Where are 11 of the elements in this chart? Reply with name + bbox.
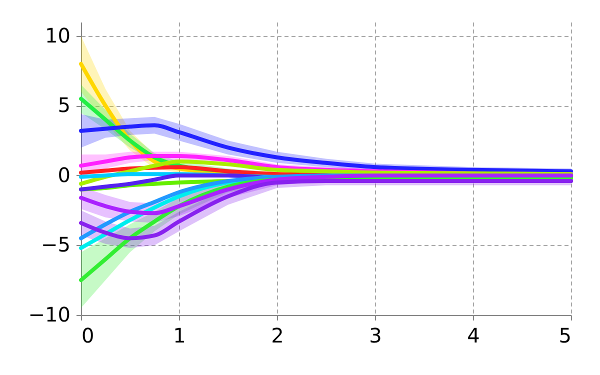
y-tick-label: −5 (41, 232, 70, 257)
x-tick-label: 5 (558, 324, 572, 348)
x-tick-label: 2 (271, 324, 284, 348)
y-tick-label: 0 (58, 162, 70, 187)
x-tick-label: 0 (82, 324, 94, 348)
x-tick-label: 4 (467, 324, 480, 348)
x-tick-label: 3 (369, 324, 382, 348)
x-tick-label: 1 (173, 324, 186, 348)
y-tick-label: 10 (45, 23, 70, 48)
y-tick-label: −10 (28, 302, 70, 326)
y-tick-label: 5 (58, 93, 70, 118)
